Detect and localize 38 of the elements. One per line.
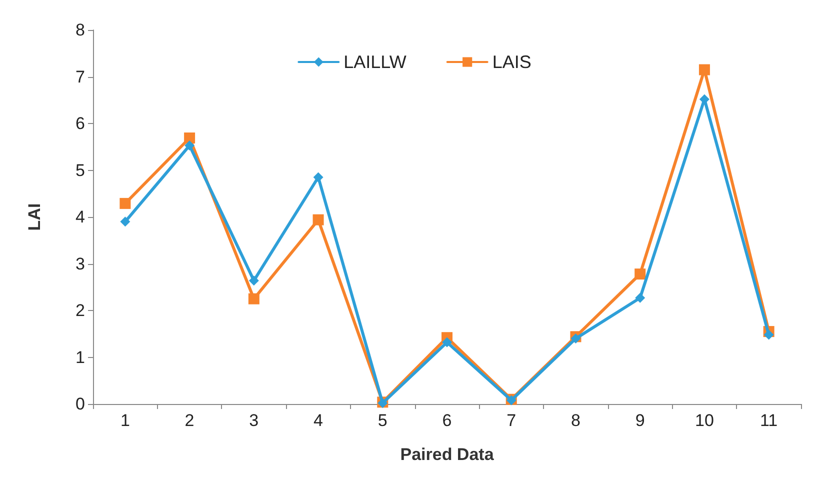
point bbox=[442, 337, 452, 348]
point bbox=[248, 276, 259, 286]
y-tick-label: 1 bbox=[76, 348, 85, 367]
y-axis-title: LAI bbox=[25, 203, 44, 231]
y-tick-label: 2 bbox=[76, 301, 85, 320]
y-tick-label: 4 bbox=[76, 208, 85, 226]
x-axis-title: Paired Data bbox=[400, 445, 494, 464]
point bbox=[698, 64, 710, 76]
y-tick-label: 0 bbox=[76, 394, 85, 414]
point bbox=[764, 330, 774, 340]
point bbox=[184, 140, 195, 150]
x-tick-label: 9 bbox=[635, 411, 645, 430]
x-tick-label: 4 bbox=[314, 411, 324, 430]
x-tick-label: 7 bbox=[506, 411, 516, 430]
x-tick-label: 2 bbox=[184, 411, 194, 430]
point bbox=[313, 172, 324, 182]
x-tick-label: 8 bbox=[570, 411, 580, 430]
x-tick-label: 10 bbox=[694, 411, 714, 430]
x-tick-label: 1 bbox=[120, 411, 130, 430]
point bbox=[120, 216, 130, 227]
legend-label: LAILLW bbox=[344, 52, 406, 72]
point bbox=[635, 292, 646, 303]
legend-label: LAIS bbox=[492, 52, 532, 72]
y-tick-label: 6 bbox=[76, 114, 85, 133]
x-tick-label: 6 bbox=[442, 411, 452, 430]
point bbox=[634, 268, 646, 280]
y-tick-label: 3 bbox=[76, 254, 85, 274]
point bbox=[312, 214, 324, 226]
x-tick-label: 5 bbox=[378, 411, 388, 430]
point bbox=[120, 198, 131, 209]
point bbox=[184, 132, 196, 144]
point bbox=[248, 293, 260, 304]
y-tick-label: 5 bbox=[76, 160, 85, 180]
y-tick-label: 8 bbox=[76, 20, 85, 40]
x-tick-label: 3 bbox=[249, 411, 259, 430]
x-tick-label: 11 bbox=[760, 411, 778, 430]
y-tick-label: 7 bbox=[76, 67, 85, 86]
point bbox=[570, 334, 581, 344]
